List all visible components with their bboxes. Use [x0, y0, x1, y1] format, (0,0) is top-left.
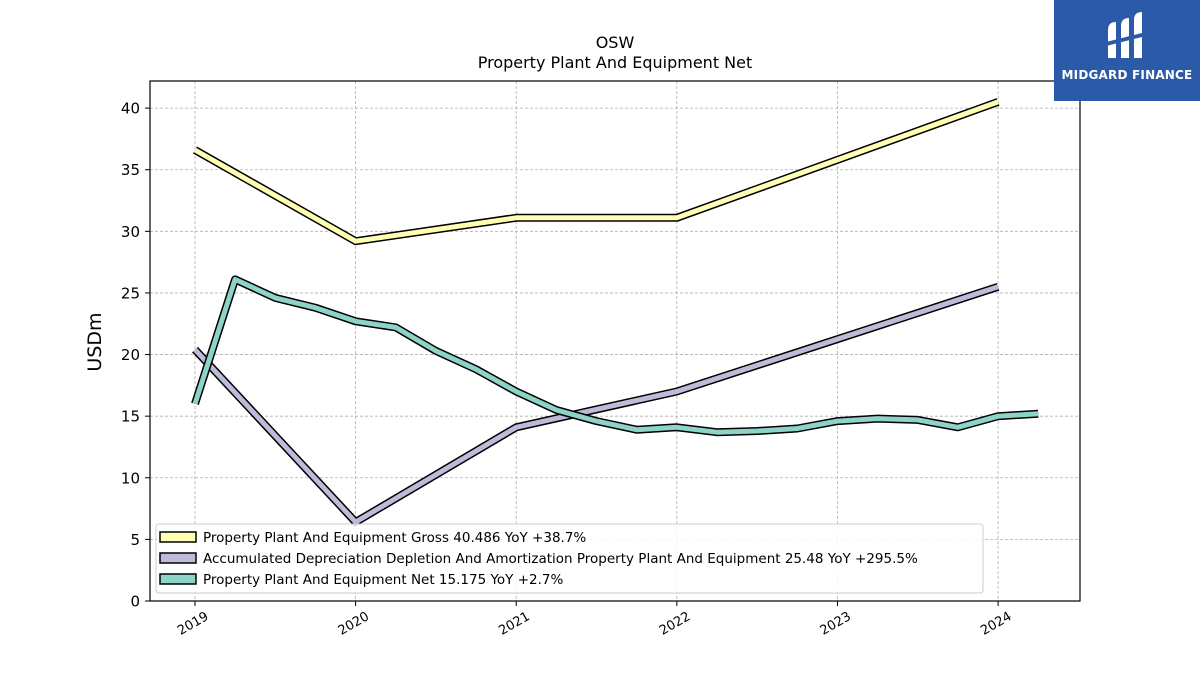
legend-swatch	[159, 573, 197, 585]
series-group	[191, 98, 1039, 527]
series-line	[192, 276, 1039, 435]
y-tick-label: 0	[130, 593, 140, 611]
legend-label: Property Plant And Equipment Gross 40.48…	[203, 530, 586, 546]
y-tick-label: 10	[121, 469, 140, 487]
legend: Property Plant And Equipment Gross 40.48…	[155, 523, 984, 594]
legend-swatch	[159, 531, 197, 543]
series-line-outline	[192, 282, 1000, 527]
y-tick-label: 15	[121, 408, 140, 426]
logo-mark-icon	[1106, 12, 1146, 58]
x-tick-label: 2021	[496, 609, 532, 639]
chart-title: OSW	[596, 33, 635, 52]
y-axis: 0 5 10 15 20 25 30 35 40	[121, 100, 150, 611]
legend-label: Property Plant And Equipment Net 15.175 …	[203, 572, 563, 588]
chart-subtitle: Property Plant And Equipment Net	[478, 53, 753, 72]
x-tick-label: 2024	[978, 609, 1014, 639]
legend-box	[155, 523, 984, 594]
legend-label: Accumulated Depreciation Depletion And A…	[203, 551, 918, 567]
series-line-outline	[191, 275, 1039, 437]
y-tick-label: 20	[121, 346, 140, 364]
plot-frame	[149, 80, 1081, 602]
legend-swatch	[159, 552, 197, 564]
series-line	[193, 99, 999, 244]
x-tick-label: 2022	[657, 609, 693, 639]
grid	[150, 81, 1080, 602]
y-tick-label: 25	[121, 284, 140, 302]
brand-name: MIDGARD FINANCE	[1061, 68, 1193, 82]
series-line	[193, 284, 999, 525]
y-tick-label: 35	[121, 161, 140, 179]
y-tick-label: 30	[121, 223, 140, 241]
y-axis-label: USDm	[84, 312, 106, 371]
brand-logo: MIDGARD FINANCE	[1054, 0, 1200, 101]
x-tick-label: 2023	[818, 609, 854, 639]
x-axis: 2019 2020 2021 2022 2023 2024	[175, 601, 1014, 639]
x-tick-label: 2020	[336, 609, 372, 639]
y-tick-label: 5	[130, 531, 140, 549]
x-tick-label: 2019	[175, 609, 211, 639]
y-tick-label: 40	[121, 100, 140, 118]
